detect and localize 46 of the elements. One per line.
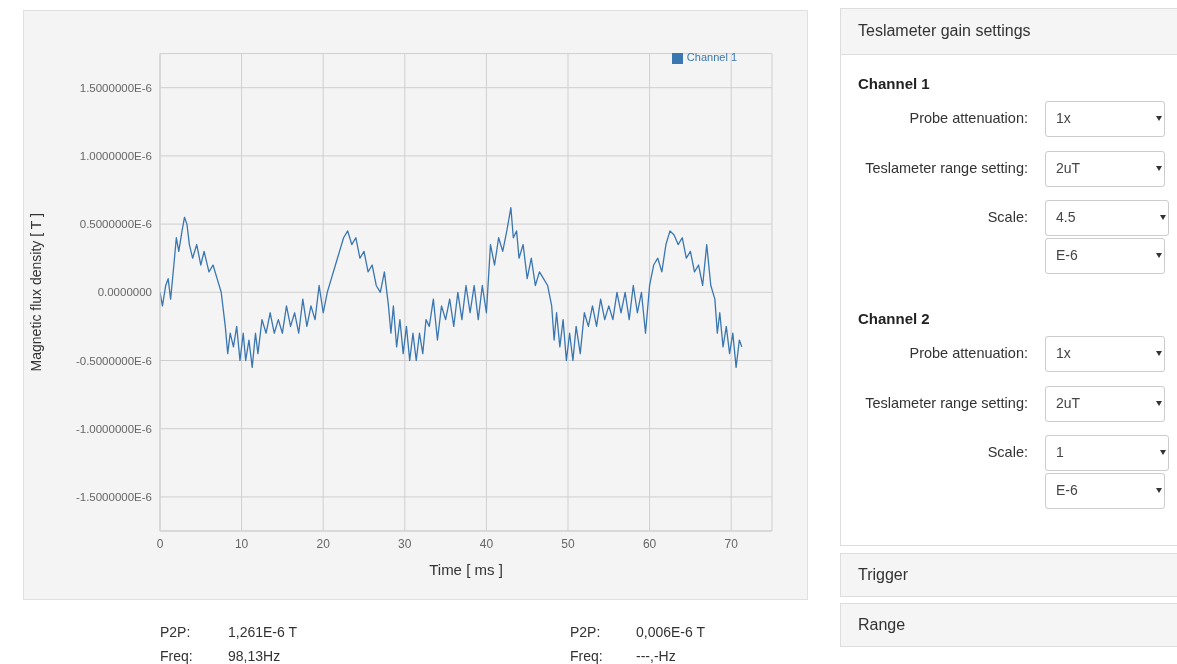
y-tick-label: 1.5000000E-6 (79, 81, 152, 94)
text: Freq: (570, 648, 603, 664)
x-tick-label: 70 (724, 536, 739, 551)
x-tick-label: 10 (234, 536, 249, 551)
text: Probe attenuation: (909, 110, 1028, 126)
text: Range (840, 603, 1177, 647)
y-tick-label: -1.5000000E-6 (75, 490, 152, 503)
x-tick-label: 0 (156, 536, 164, 551)
x-axis-title: Time [ ms ] (429, 561, 503, 578)
text: 2uT (1045, 151, 1165, 187)
x-tick-label: 40 (479, 536, 494, 551)
text: P2P: (570, 624, 601, 640)
text: Teslameter gain settings (841, 9, 1177, 55)
y-tick-label: -0.5000000E-6 (75, 354, 152, 367)
y-tick-label: 0.0000000 (97, 286, 152, 299)
text: P2P: (160, 624, 191, 640)
text: 0,006E-6 T (636, 624, 706, 640)
y-axis-title: Magnetic flux density [ T ] (27, 213, 44, 372)
text: Freq: (160, 648, 193, 664)
text: Teslameter range setting: (865, 160, 1028, 176)
y-tick-label: -1.0000000E-6 (75, 422, 152, 435)
text: Channel 2 (858, 310, 930, 327)
text: 4.5 (1045, 200, 1169, 236)
x-tick-label: 60 (642, 536, 657, 551)
text: Trigger (840, 553, 1177, 597)
x-tick-label: 30 (398, 536, 412, 551)
text: Probe attenuation: (909, 345, 1028, 361)
text: E-6 (1045, 238, 1165, 274)
text: 2uT (1045, 386, 1165, 422)
text: 98,13Hz (228, 648, 281, 664)
text: Scale: (987, 444, 1028, 460)
x-tick-label: 20 (316, 536, 331, 551)
line-series (160, 207, 743, 368)
text: ---,-Hz (636, 648, 676, 664)
x-tick-label: 50 (561, 536, 575, 551)
text: Scale: (987, 209, 1028, 225)
text: 1x (1045, 336, 1165, 372)
text: 1 (1045, 435, 1169, 471)
text: 1x (1045, 101, 1165, 137)
text: Channel 1 (858, 75, 930, 92)
text: E-6 (1045, 473, 1165, 509)
y-tick-label: 1.0000000E-6 (79, 149, 152, 162)
y-tick-label: 0.5000000E-6 (79, 218, 152, 231)
text: 1,261E-6 T (228, 624, 298, 640)
text: Teslameter range setting: (865, 395, 1028, 411)
legend-label: Channel 1 (686, 51, 737, 63)
